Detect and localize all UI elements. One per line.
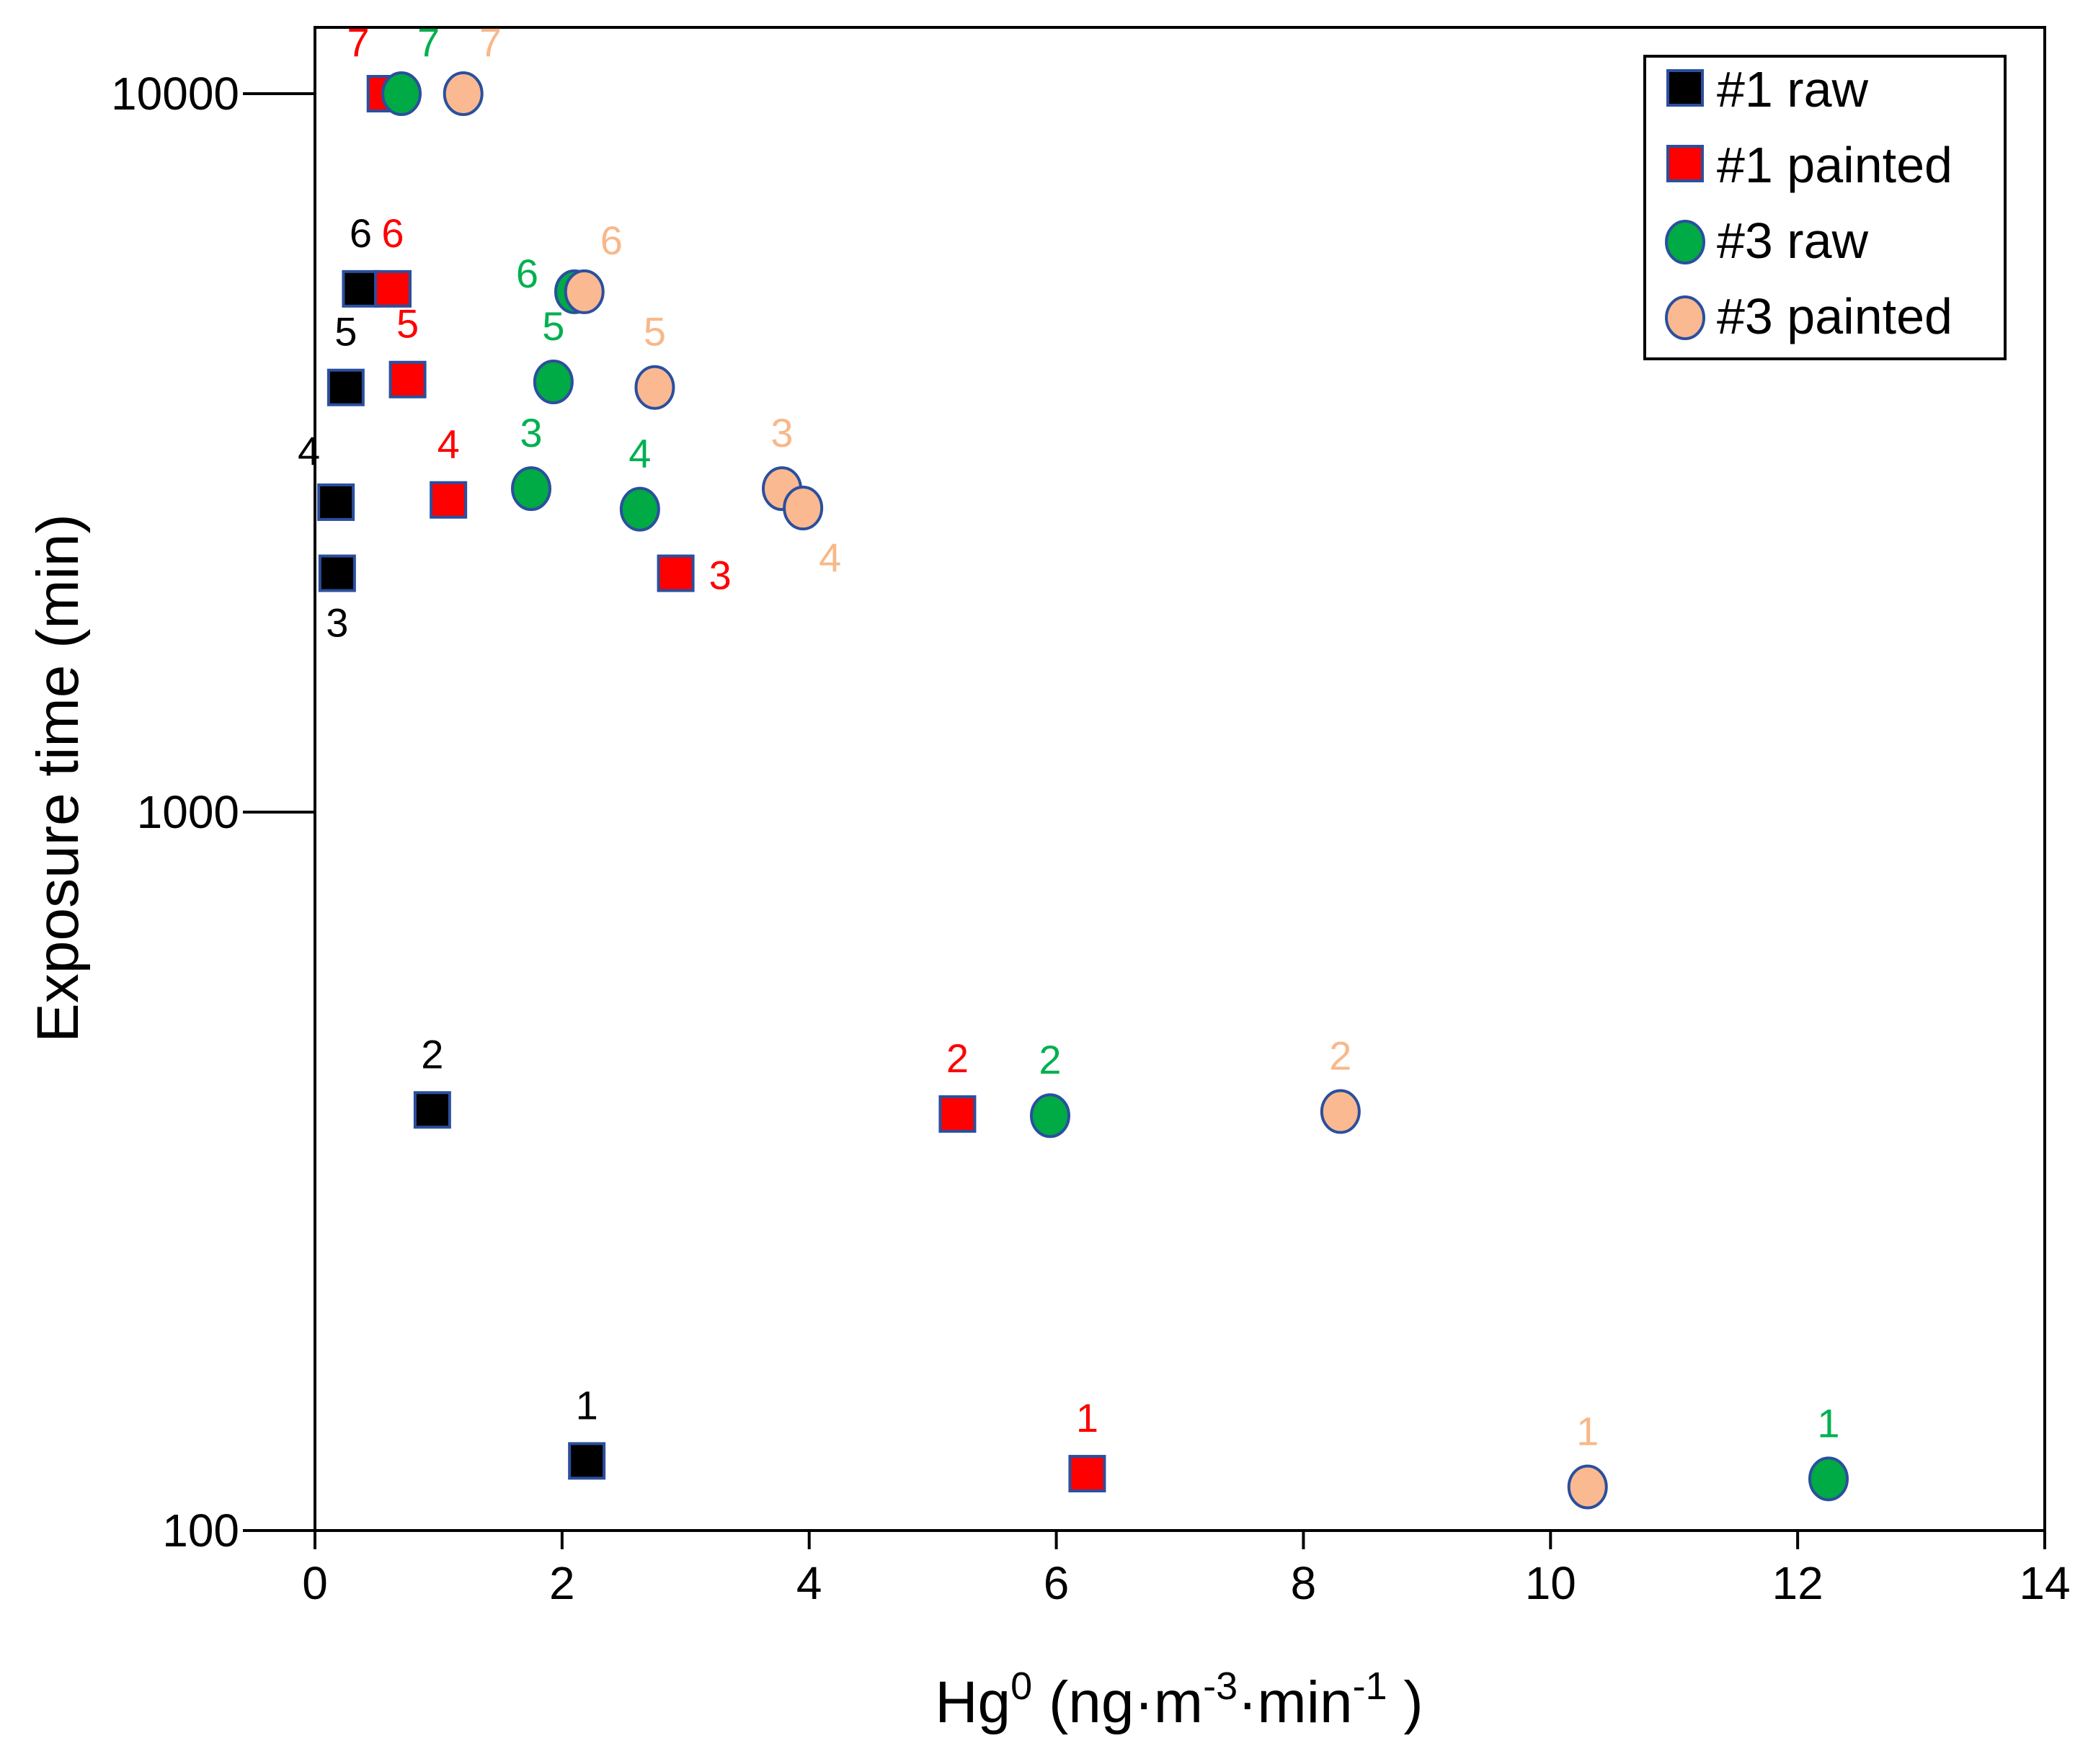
point-3-raw: [533, 360, 574, 405]
legend-label: #1 raw: [1717, 61, 1869, 117]
x-axis-title-base: Hg: [935, 1670, 1010, 1735]
point-1-raw: [318, 554, 356, 592]
legend-label: #3 painted: [1717, 288, 1952, 344]
point-label-1-raw: 5: [334, 309, 357, 355]
y-tick-label: 10000: [111, 68, 239, 120]
x-tick-label: 14: [2019, 1557, 2070, 1609]
point-3-raw: [511, 466, 551, 512]
point-1-raw: [317, 483, 355, 521]
x-axis-title-part1: (ng·m: [1032, 1670, 1203, 1735]
point-label-1-painted: 6: [381, 210, 404, 256]
point-label-3-raw: 5: [542, 303, 564, 349]
point-1-painted: [430, 481, 468, 519]
point-label-1-painted: 4: [437, 422, 460, 467]
point-label-3-painted: 2: [1329, 1033, 1351, 1079]
plot-frame: [314, 26, 2046, 1532]
point-1-painted: [374, 270, 412, 308]
point-1-raw: [342, 270, 380, 308]
point-label-1-raw: 4: [298, 428, 320, 473]
y-tick-label: 1000: [137, 786, 239, 838]
x-tick-label: 8: [1291, 1557, 1317, 1609]
point-3-painted: [443, 71, 484, 116]
point-label-1-painted: 3: [709, 553, 732, 598]
y-axis-title: Exposure time (min): [25, 514, 91, 1043]
point-3-raw: [619, 486, 660, 532]
point-label-3-painted: 7: [479, 19, 502, 65]
point-3-raw: [1030, 1093, 1070, 1139]
point-3-painted: [1567, 1464, 1608, 1510]
x-tick-label: 0: [302, 1557, 328, 1609]
legend-label: #1 painted: [1717, 137, 1952, 193]
point-1-raw: [326, 368, 365, 406]
point-1-painted: [1068, 1455, 1106, 1493]
point-label-1-raw: 6: [350, 210, 372, 256]
legend: #1 raw #1 painted #3 raw #3 painted: [1643, 55, 2007, 360]
point-3-raw: [381, 71, 422, 116]
point-label-3-raw: 4: [628, 431, 651, 476]
point-label-3-painted: 6: [600, 218, 623, 263]
legend-marker: [1666, 69, 1704, 107]
point-label-3-painted: 5: [644, 309, 666, 355]
x-axis-title-sup1: -3: [1203, 1665, 1238, 1708]
x-tick-label: 6: [1044, 1557, 1070, 1609]
point-label-3-raw: 1: [1817, 1400, 1839, 1446]
point-label-1-raw: 1: [576, 1382, 598, 1427]
x-axis-title-sup0: 0: [1010, 1665, 1032, 1708]
point-3-painted: [1320, 1089, 1361, 1134]
x-tick-label: 12: [1772, 1557, 1823, 1609]
y-axis-ticks: 100 1000 10000: [111, 68, 315, 1556]
point-label-3-raw: 3: [520, 410, 542, 455]
legend-box: [1643, 55, 2007, 360]
legend-marker: [1665, 295, 1705, 340]
data-points: [317, 71, 1849, 1510]
point-label-1-painted: 1: [1076, 1395, 1098, 1440]
y-tick-label: 100: [162, 1505, 239, 1556]
x-axis-ticks: 0 2 4 6 8 10 12 14: [302, 1531, 2071, 1609]
point-label-1-painted: 7: [347, 19, 370, 65]
point-label-3-painted: 4: [819, 535, 841, 580]
x-axis-title-part2: ·min: [1238, 1670, 1352, 1735]
point-label-1-painted: 2: [946, 1035, 969, 1081]
point-3-painted: [564, 269, 605, 314]
x-tick-label: 2: [549, 1557, 575, 1609]
point-3-raw: [1808, 1456, 1849, 1502]
point-label-3-raw: 2: [1039, 1037, 1061, 1082]
x-tick-label: 10: [1525, 1557, 1576, 1609]
legend-marker: [1666, 145, 1704, 182]
x-axis-title-sup2: -1: [1353, 1665, 1387, 1708]
point-1-painted: [657, 554, 695, 592]
point-label-3-painted: 1: [1576, 1408, 1599, 1453]
point-label-1-raw: 3: [326, 600, 348, 646]
point-label-3-raw: 7: [417, 19, 440, 65]
point-label-3-raw: 6: [516, 251, 538, 296]
x-tick-label: 4: [796, 1557, 822, 1609]
legend-label: #3 raw: [1717, 213, 1869, 269]
point-label-1-painted: 5: [396, 301, 419, 347]
point-label-1-raw: 2: [421, 1031, 443, 1077]
x-axis-title: Hg0 (ng·m-3·min-1 ): [935, 1665, 1423, 1735]
point-1-painted: [388, 360, 427, 398]
point-3-painted: [783, 486, 824, 531]
point-1-raw: [413, 1091, 451, 1129]
point-3-painted: [634, 365, 675, 410]
point-label-3-painted: 3: [770, 410, 793, 455]
point-1-painted: [938, 1095, 977, 1133]
legend-marker: [1665, 220, 1705, 264]
point-1-raw: [568, 1442, 606, 1480]
x-axis-title-part3: ): [1387, 1670, 1423, 1735]
